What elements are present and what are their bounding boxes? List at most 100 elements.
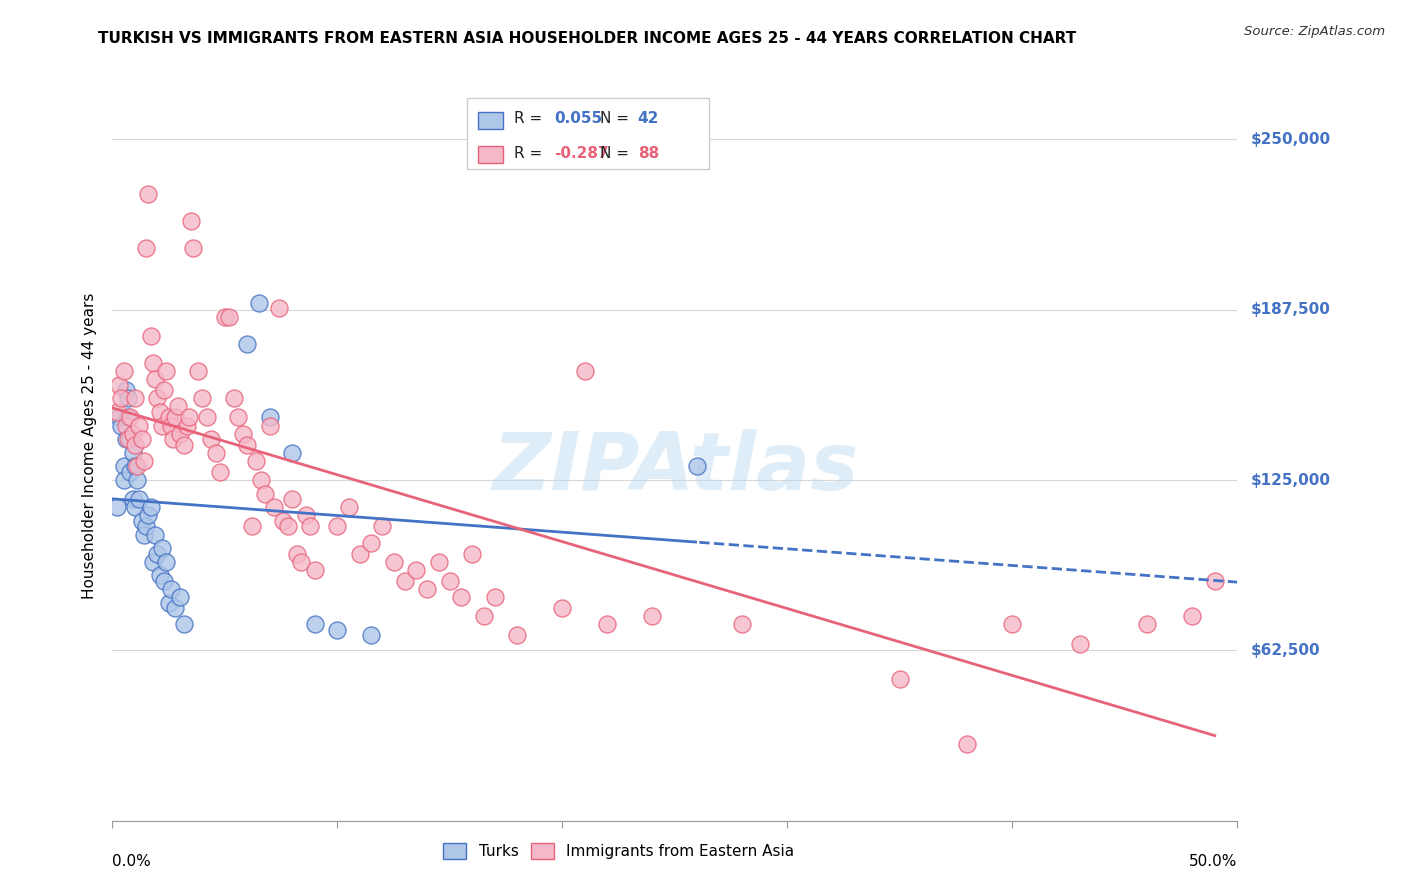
Point: [304, 617, 326, 632]
Point: [128, 492, 150, 507]
Point: [173, 437, 195, 451]
Point: [132, 454, 155, 468]
Point: [254, 486, 277, 500]
Point: [138, 508, 160, 523]
Point: [187, 364, 209, 378]
Point: [132, 527, 155, 541]
Point: [277, 519, 299, 533]
Point: [183, 242, 205, 256]
Point: [191, 392, 214, 406]
Point: [155, 364, 177, 378]
Point: [205, 446, 228, 460]
Point: [157, 596, 180, 610]
Point: [138, 186, 160, 201]
Point: [124, 500, 146, 515]
Point: [416, 582, 439, 596]
Point: [146, 547, 169, 561]
Point: [472, 609, 495, 624]
Point: [195, 410, 218, 425]
Point: [124, 392, 146, 406]
Point: [131, 514, 153, 528]
Point: [135, 242, 157, 256]
Point: [247, 296, 270, 310]
Point: [142, 356, 165, 370]
Point: [236, 437, 259, 451]
Text: R =: R =: [515, 112, 547, 127]
Text: 88: 88: [638, 145, 659, 161]
Point: [304, 563, 326, 577]
Point: [157, 410, 180, 425]
Point: [263, 500, 285, 515]
Point: [427, 555, 450, 569]
Point: [250, 473, 273, 487]
Point: [299, 519, 322, 533]
Point: [110, 392, 132, 406]
Point: [165, 601, 187, 615]
Point: [169, 591, 191, 605]
Point: [180, 214, 202, 228]
Point: [115, 383, 138, 397]
Point: [120, 465, 142, 479]
Point: [146, 392, 169, 406]
Point: [326, 623, 349, 637]
Text: $250,000: $250,000: [1251, 132, 1331, 147]
Point: [236, 336, 259, 351]
Point: [124, 459, 146, 474]
Point: [326, 519, 349, 533]
Point: [218, 310, 240, 324]
Point: [245, 454, 267, 468]
Point: [360, 535, 382, 549]
Point: [115, 418, 138, 433]
Point: [110, 418, 132, 433]
Point: [112, 473, 135, 487]
Point: [1204, 574, 1226, 588]
Point: [259, 410, 281, 425]
Point: [135, 519, 157, 533]
Text: $62,500: $62,500: [1251, 643, 1320, 657]
Text: $187,500: $187,500: [1251, 302, 1331, 318]
Point: [121, 426, 143, 441]
Point: [232, 426, 254, 441]
Point: [371, 519, 394, 533]
Point: [349, 547, 371, 561]
Text: ZIPAtlas: ZIPAtlas: [492, 429, 858, 508]
Point: [153, 574, 176, 588]
Text: -0.287: -0.287: [554, 145, 609, 161]
Point: [1001, 617, 1024, 632]
Point: [143, 527, 166, 541]
Point: [273, 514, 295, 528]
Text: R =: R =: [515, 145, 547, 161]
Point: [228, 410, 250, 425]
Point: [105, 405, 128, 419]
Point: [105, 500, 128, 515]
Point: [450, 591, 472, 605]
FancyBboxPatch shape: [478, 112, 503, 128]
Point: [337, 500, 360, 515]
Point: [117, 432, 139, 446]
Point: [117, 392, 139, 406]
Point: [281, 446, 304, 460]
Point: [209, 465, 232, 479]
Point: [461, 547, 484, 561]
Point: [108, 410, 131, 425]
Y-axis label: Householder Income Ages 25 - 44 years: Householder Income Ages 25 - 44 years: [82, 293, 97, 599]
Point: [405, 563, 427, 577]
Point: [169, 426, 191, 441]
Point: [506, 628, 529, 642]
Point: [131, 432, 153, 446]
Point: [165, 410, 187, 425]
Point: [200, 432, 222, 446]
Point: [150, 418, 173, 433]
Text: N =: N =: [599, 145, 633, 161]
Point: [139, 328, 162, 343]
Point: [160, 418, 183, 433]
Text: 0.0%: 0.0%: [112, 855, 152, 870]
Point: [120, 410, 142, 425]
Text: Source: ZipAtlas.com: Source: ZipAtlas.com: [1244, 25, 1385, 38]
Point: [117, 410, 139, 425]
Point: [112, 459, 135, 474]
Point: [267, 301, 290, 316]
Point: [127, 459, 149, 474]
Point: [956, 737, 979, 751]
Point: [160, 582, 183, 596]
